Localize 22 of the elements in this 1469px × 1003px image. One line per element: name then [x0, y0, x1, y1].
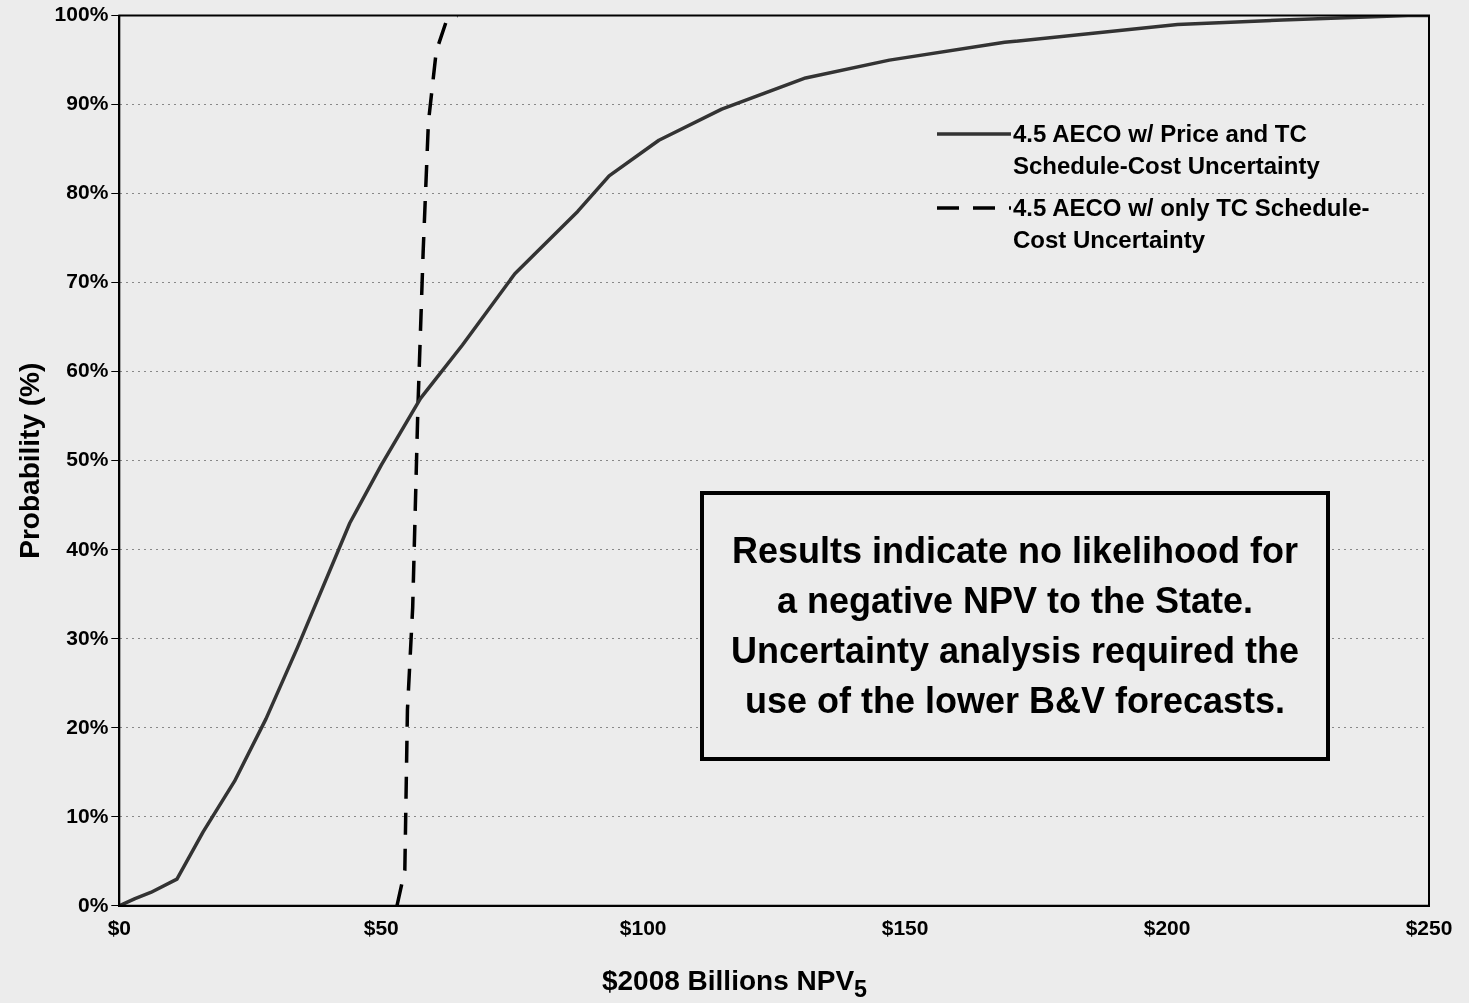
y-axis-title: Probability (%) — [13, 362, 45, 559]
x-tick-label: $50 — [363, 916, 399, 940]
y-tick-label: 70% — [66, 269, 109, 293]
y-tick-label: 100% — [54, 2, 109, 26]
legend-label: 4.5 AECO w/ only TC Schedule-Cost Uncertainty — [1013, 193, 1371, 255]
x-tick-label: $150 — [881, 916, 929, 940]
y-tick-label: 50% — [66, 447, 109, 471]
x-tick-label: $0 — [107, 916, 131, 940]
x-tick-label: $100 — [619, 916, 667, 940]
y-tick-label: 40% — [66, 536, 109, 560]
y-tick-label: 30% — [66, 625, 109, 649]
x-tick-label: $200 — [1143, 916, 1191, 940]
y-tick-label: 60% — [66, 358, 109, 382]
y-tick-label: 90% — [66, 91, 109, 115]
y-tick-label: 0% — [77, 892, 109, 916]
legend-label: 4.5 AECO w/ Price and TC Schedule-Cost Uncertainty — [1013, 119, 1321, 181]
x-tick-label: $250 — [1405, 916, 1453, 940]
y-tick-label: 10% — [66, 803, 109, 827]
x-axis-title: $2008 Billions NPV$_{5}$ — [600, 965, 869, 1003]
annotation: Results indicate no likelihood for a negative NPV to the State. Uncertainty analysis required the use of the lower B&V forecasts. — [700, 491, 1330, 761]
y-tick-label: 80% — [66, 180, 109, 204]
y-tick-label: 20% — [66, 714, 109, 738]
